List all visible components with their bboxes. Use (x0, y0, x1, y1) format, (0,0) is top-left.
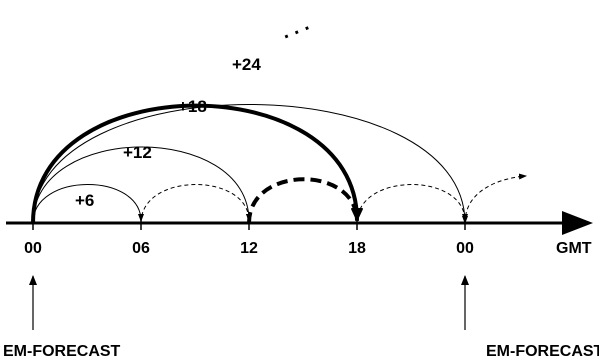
marker-label-left: EM-FORECAST (3, 343, 121, 360)
tick-label-00: 00 (24, 240, 42, 257)
tick-label-12: 12 (240, 240, 258, 257)
arc-forecast-18 (31, 103, 363, 224)
arc-forecast-12 (32, 146, 252, 224)
continuation-dots: . . . (278, 13, 312, 44)
arc-label-plus-24: +24 (232, 55, 261, 74)
arc-label-plus-12: +12 (123, 143, 152, 162)
tick-label-00-next: 00 (456, 240, 474, 257)
arc-dashed-06-12 (140, 184, 252, 224)
arc-forecast-24 (32, 104, 468, 224)
arc-forecast-6 (32, 184, 144, 224)
tick-label-18: 18 (348, 240, 366, 257)
arc-dashed-thick-12-18 (247, 177, 363, 224)
time-axis-arrowhead (562, 211, 593, 235)
marker-label-right: EM-FORECAST (486, 343, 599, 360)
arc-dashed-18-00 (356, 184, 468, 224)
arc-dashed-00-beyond (464, 173, 527, 224)
axis-unit-label: GMT (556, 240, 592, 257)
arc-label-plus-6: +6 (75, 191, 94, 210)
arc-label-plus-18: +18 (178, 97, 207, 116)
tick-label-06: 06 (132, 240, 150, 257)
